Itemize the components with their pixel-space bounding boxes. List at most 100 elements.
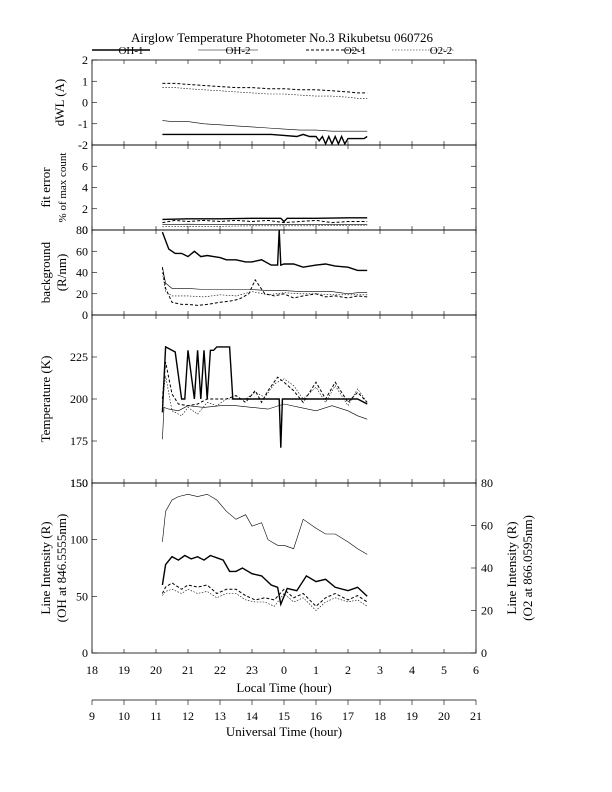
local-tick-label: 4 bbox=[409, 663, 415, 677]
ut-tick-label: 12 bbox=[182, 709, 194, 723]
local-tick-label: 6 bbox=[473, 663, 479, 677]
series-oh-2-line bbox=[162, 120, 368, 132]
chart-title: Airglow Temperature Photometer No.3 Riku… bbox=[131, 30, 433, 45]
ut-tick-label: 10 bbox=[118, 709, 130, 723]
y-axis-label-2: (OH at 846.5555nm) bbox=[54, 514, 69, 623]
y-tick-label: 2 bbox=[82, 202, 88, 216]
y-tick-label: 4 bbox=[82, 181, 88, 195]
y-tick-label: 225 bbox=[70, 350, 88, 364]
series-o2-1-line bbox=[162, 82, 368, 94]
local-tick-label: 1 bbox=[313, 663, 319, 677]
local-tick-label: 3 bbox=[377, 663, 383, 677]
y-tick-label: 50 bbox=[76, 589, 88, 603]
ut-tick-label: 17 bbox=[342, 709, 354, 723]
legend-label: OH-2 bbox=[225, 45, 250, 57]
series-o2-1-line bbox=[161, 267, 368, 306]
y-axis-label: Temperature (K) bbox=[38, 356, 53, 443]
local-tick-label: 21 bbox=[182, 663, 194, 677]
y-tick-label: 1 bbox=[82, 74, 88, 88]
y-tick-label: 150 bbox=[70, 476, 88, 490]
y-axis-label-2: % of max count bbox=[57, 153, 69, 223]
ut-tick-label: 15 bbox=[278, 709, 290, 723]
local-tick-label: 23 bbox=[246, 663, 258, 677]
series-oh-1-line bbox=[161, 345, 368, 448]
ut-tick-label: 9 bbox=[89, 709, 95, 723]
local-tick-label: 18 bbox=[86, 663, 98, 677]
legend-label: O2-2 bbox=[430, 45, 453, 57]
y-axis-label: Line Intensity (R) bbox=[38, 521, 53, 614]
panel-frame bbox=[91, 144, 477, 231]
y-tick-label: 100 bbox=[70, 533, 88, 547]
ut-axis-label: Universal Time (hour) bbox=[226, 724, 342, 739]
y-tick-label: 0 bbox=[82, 646, 88, 660]
y-tick-label-right: 40 bbox=[481, 561, 493, 575]
y-tick-label: 150 bbox=[70, 476, 88, 490]
panel-frame bbox=[91, 59, 477, 146]
y-tick-label: -2 bbox=[78, 138, 88, 152]
y-tick-label-right: 60 bbox=[481, 519, 493, 533]
local-tick-label: 20 bbox=[150, 663, 162, 677]
series-oh-1-line bbox=[162, 133, 368, 145]
legend-label: O2-1 bbox=[344, 45, 367, 57]
y-tick-label: 6 bbox=[82, 159, 88, 173]
legend-label: OH-1 bbox=[118, 45, 143, 57]
series-o2-1-line bbox=[161, 582, 368, 607]
local-tick-label: 5 bbox=[441, 663, 447, 677]
y-tick-label: 0 bbox=[82, 223, 88, 237]
series-o2-2-line bbox=[162, 588, 368, 611]
panel-fit_error: 6 4 2 0 fit error % of max count bbox=[38, 144, 477, 237]
y-tick-label-right: 80 bbox=[481, 476, 493, 490]
y-tick-label: 2 bbox=[82, 53, 88, 67]
y-tick-label: 0 bbox=[82, 96, 88, 110]
y-axis-label-2: (R/nm) bbox=[54, 254, 69, 292]
local-tick-label: 22 bbox=[214, 663, 226, 677]
ut-tick-label: 21 bbox=[470, 709, 482, 723]
ut-tick-label: 13 bbox=[214, 709, 226, 723]
series-oh-2-line bbox=[162, 267, 368, 295]
y-tick-label: 60 bbox=[76, 244, 88, 258]
y-tick-label: 40 bbox=[76, 266, 88, 280]
local-tick-label: 2 bbox=[345, 663, 351, 677]
series-oh-1-line bbox=[161, 554, 368, 607]
ut-tick-label: 19 bbox=[406, 709, 418, 723]
y-axis-label: background bbox=[38, 241, 53, 303]
y-axis-label: dWL (A) bbox=[52, 79, 67, 127]
series-oh-1-line bbox=[162, 217, 368, 223]
series-oh-2-line bbox=[162, 223, 368, 225]
series-o2-2-line bbox=[162, 224, 368, 228]
panel-frame bbox=[91, 229, 477, 316]
ut-tick-label: 11 bbox=[150, 709, 162, 723]
ut-tick-label: 14 bbox=[246, 709, 258, 723]
y-tick-label-right: 0 bbox=[481, 646, 487, 660]
panel-frame bbox=[91, 482, 477, 654]
ut-tick-label: 20 bbox=[438, 709, 450, 723]
y-tick-label: -1 bbox=[78, 117, 88, 131]
y-tick-label: 20 bbox=[76, 287, 88, 301]
panel-background: 80 60 40 20 0 background (R/nm) bbox=[38, 223, 477, 322]
series-oh-1-line bbox=[161, 230, 368, 272]
y-axis-label-right-2: (O2 at 866.0595nm) bbox=[520, 515, 535, 621]
y-tick-label: 80 bbox=[76, 223, 88, 237]
ut-tick-label: 16 bbox=[310, 709, 322, 723]
y-tick-label: 0 bbox=[82, 308, 88, 322]
series-oh-2-line bbox=[162, 493, 368, 555]
local-axis-label: Local Time (hour) bbox=[236, 680, 331, 695]
local-tick-label: 0 bbox=[281, 663, 287, 677]
series-o2-2-line bbox=[162, 87, 368, 99]
y-tick-label-right: 20 bbox=[481, 604, 493, 618]
y-tick-label: 200 bbox=[70, 392, 88, 406]
series-o2-2-line bbox=[162, 375, 368, 417]
y-axis-label: fit error bbox=[38, 167, 53, 208]
y-axis-label-right: Line Intensity (R) bbox=[504, 521, 519, 614]
local-tick-label: 19 bbox=[118, 663, 130, 677]
legend: OH-1 OH-2 O2-1 O2-2 bbox=[92, 45, 454, 57]
ut-tick-label: 18 bbox=[374, 709, 386, 723]
panel-temperature: 225 200 175 150 Temperature (K) bbox=[38, 314, 477, 490]
series-o2-1-line bbox=[161, 361, 368, 407]
series-oh-2-line bbox=[162, 403, 368, 440]
